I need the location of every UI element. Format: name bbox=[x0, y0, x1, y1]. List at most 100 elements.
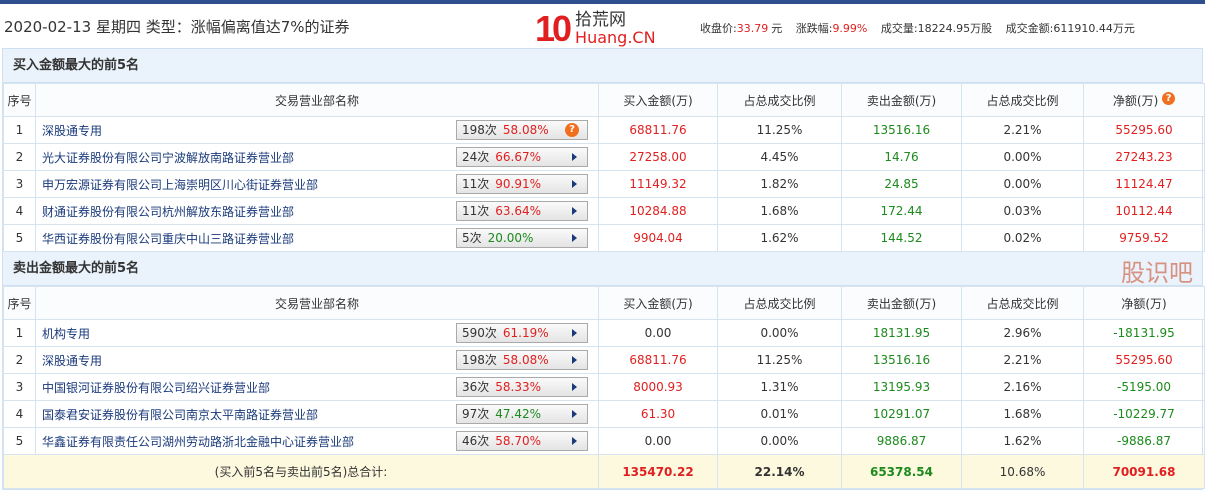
total-label: (买入前5名与卖出前5名)总合计: bbox=[3, 454, 599, 489]
sell-table: 序号 交易营业部名称 买入金额(万) 占总成交比例 卖出金额(万) 占总成交比例 净额(万)… bbox=[3, 286, 1205, 489]
branch-name-link[interactable]: 申万宏源证券有限公司上海崇明区川心街证券营业部 bbox=[42, 177, 319, 192]
rank: 4 bbox=[3, 400, 36, 428]
column-header-row: 序号 交易营业部名称 买入金额(万) 占总成交比例 卖出金额(万) 占总成交比例 净额(万) bbox=[3, 286, 1205, 320]
expand-arrow-icon[interactable] bbox=[572, 437, 577, 445]
sell-ratio: 0.00% bbox=[961, 143, 1084, 171]
table-row: 2 光大证券股份有限公司宁波解放南路证券营业部 24次 66.67% 27258.00 4… bbox=[3, 143, 1205, 171]
total-sell-ratio: 10.68% bbox=[961, 454, 1084, 489]
branch-name-link[interactable]: 深股通专用 bbox=[42, 353, 103, 368]
sell-amount: 9886.87 bbox=[841, 427, 962, 455]
branch-name-link[interactable]: 财通证券股份有限公司杭州解放东路证券营业部 bbox=[42, 204, 295, 219]
table-row: 1 机构专用 590次 61.19% 0.00 0.00% 18131.95 2.96% -18… bbox=[3, 319, 1205, 347]
total-row: (买入前5名与卖出前5名)总合计: 135470.22 22.14% 65378.54… bbox=[3, 454, 1205, 489]
sell-amount: 10291.07 bbox=[841, 400, 962, 428]
history-button[interactable]: 198次 58.08% bbox=[456, 350, 588, 370]
sell-amount: 24.85 bbox=[841, 170, 962, 198]
buy-ratio: 1.68% bbox=[717, 197, 842, 225]
table-row: 3 申万宏源证券有限公司上海崇明区川心街证券营业部 11次 90.91% 11149.3… bbox=[3, 170, 1205, 198]
buy-ratio: 0.00% bbox=[717, 427, 842, 455]
history-button[interactable]: 11次 63.64% bbox=[456, 201, 588, 221]
win-rate: 20.00% bbox=[487, 231, 534, 245]
column-header: 净额(万) bbox=[1083, 286, 1205, 320]
win-rate: 58.70% bbox=[495, 434, 542, 448]
win-rate: 90.91% bbox=[495, 177, 542, 191]
buy-amount: 27258.00 bbox=[598, 143, 718, 171]
expand-arrow-icon[interactable] bbox=[572, 329, 577, 337]
sell-ratio: 2.16% bbox=[961, 373, 1084, 401]
buy-amount: 10284.88 bbox=[598, 197, 718, 225]
column-header: 卖出金额(万) bbox=[841, 286, 962, 320]
sell-ratio: 2.21% bbox=[961, 346, 1084, 374]
column-header: 净额(万) ? bbox=[1083, 83, 1205, 117]
rank: 3 bbox=[3, 373, 36, 401]
site-logo: 10 拾荒网 Huang.CN bbox=[535, 8, 656, 50]
expand-arrow-icon[interactable] bbox=[572, 383, 577, 391]
history-button[interactable]: 24次 66.67% bbox=[456, 147, 588, 167]
expand-arrow-icon[interactable] bbox=[572, 234, 577, 242]
sell-amount: 18131.95 bbox=[841, 319, 962, 347]
table-row: 5 华西证券股份有限公司重庆中山三路证券营业部 5次 20.00% 9904.04 1.6… bbox=[3, 224, 1205, 252]
branch-name-link[interactable]: 国泰君安证券股份有限公司南京太平南路证券营业部 bbox=[42, 407, 319, 422]
table-row: 4 国泰君安证券股份有限公司南京太平南路证券营业部 97次 47.42% 61.30 0.… bbox=[3, 400, 1205, 428]
branch-name-link[interactable]: 光大证券股份有限公司宁波解放南路证券营业部 bbox=[42, 150, 295, 165]
expand-arrow-icon[interactable] bbox=[572, 180, 577, 188]
history-button[interactable]: 5次 20.00% bbox=[456, 228, 588, 248]
net-amount: 9759.52 bbox=[1083, 224, 1205, 252]
close-value: 33.79 bbox=[736, 22, 769, 35]
win-rate: 66.67% bbox=[495, 150, 542, 164]
close-unit: 元 bbox=[771, 22, 783, 35]
column-header: 买入金额(万) bbox=[598, 286, 718, 320]
branch-name-link[interactable]: 中国银河证券股份有限公司绍兴证券营业部 bbox=[42, 380, 271, 395]
help-icon[interactable]: ? bbox=[1162, 91, 1176, 105]
volume-label: 成交量: bbox=[880, 22, 918, 35]
total-buy-ratio: 22.14% bbox=[717, 454, 842, 489]
branch-name-link[interactable]: 华鑫证券有限责任公司湖州劳动路浙北金融中心证券营业部 bbox=[42, 434, 355, 449]
question-icon[interactable]: ? bbox=[565, 123, 579, 137]
rank: 4 bbox=[3, 197, 36, 225]
table-row: 5 华鑫证券有限责任公司湖州劳动路浙北金融中心证券营业部 46次 58.70% 0.00… bbox=[3, 427, 1205, 455]
win-rate: 47.42% bbox=[495, 407, 542, 421]
history-button[interactable]: 11次 90.91% bbox=[456, 174, 588, 194]
column-header: 占总成交比例 bbox=[961, 83, 1084, 117]
buy-amount: 8000.93 bbox=[598, 373, 718, 401]
net-amount: -18131.95 bbox=[1083, 319, 1205, 347]
column-header: 卖出金额(万) bbox=[841, 83, 962, 117]
amount-value: 611910.44万元 bbox=[1053, 22, 1135, 35]
column-header: 交易营业部名称 bbox=[35, 286, 599, 320]
branch-name-link[interactable]: 机构专用 bbox=[42, 326, 91, 341]
net-amount: -5195.00 bbox=[1083, 373, 1205, 401]
sell-section-title: 卖出金额最大的前5名 bbox=[3, 252, 1202, 286]
history-button[interactable]: 97次 47.42% bbox=[456, 404, 588, 424]
times: 24次 bbox=[462, 150, 490, 164]
history-button[interactable]: 590次 61.19% bbox=[456, 323, 588, 343]
win-rate: 58.33% bbox=[495, 380, 542, 394]
buy-ratio: 1.62% bbox=[717, 224, 842, 252]
buy-amount: 0.00 bbox=[598, 427, 718, 455]
times: 11次 bbox=[462, 177, 490, 191]
win-rate: 58.08% bbox=[502, 123, 549, 137]
times: 11次 bbox=[462, 204, 490, 218]
buy-amount: 11149.32 bbox=[598, 170, 718, 198]
expand-arrow-icon[interactable] bbox=[572, 207, 577, 215]
times: 590次 bbox=[462, 326, 497, 340]
buy-ratio: 11.25% bbox=[717, 116, 842, 144]
expand-arrow-icon[interactable] bbox=[572, 410, 577, 418]
expand-arrow-icon[interactable] bbox=[572, 153, 577, 161]
change-label: 涨跌幅: bbox=[795, 22, 833, 35]
expand-arrow-icon[interactable] bbox=[572, 356, 577, 364]
history-button[interactable]: 198次 58.08%? bbox=[456, 120, 588, 140]
win-rate: 61.19% bbox=[502, 326, 549, 340]
branch-name-link[interactable]: 深股通专用 bbox=[42, 123, 103, 138]
buy-amount: 68811.76 bbox=[598, 346, 718, 374]
net-amount: 55295.60 bbox=[1083, 346, 1205, 374]
change-value: 9.99% bbox=[832, 22, 868, 35]
times: 36次 bbox=[462, 380, 490, 394]
buy-section-title: 买入金额最大的前5名 bbox=[3, 49, 1202, 83]
watermark: 股识吧 bbox=[1121, 259, 1193, 287]
buy-ratio: 0.01% bbox=[717, 400, 842, 428]
history-button[interactable]: 36次 58.33% bbox=[456, 377, 588, 397]
branch-name-link[interactable]: 华西证券股份有限公司重庆中山三路证券营业部 bbox=[42, 231, 295, 246]
net-amount: -9886.87 bbox=[1083, 427, 1205, 455]
top-bar bbox=[0, 0, 1205, 4]
history-button[interactable]: 46次 58.70% bbox=[456, 431, 588, 451]
